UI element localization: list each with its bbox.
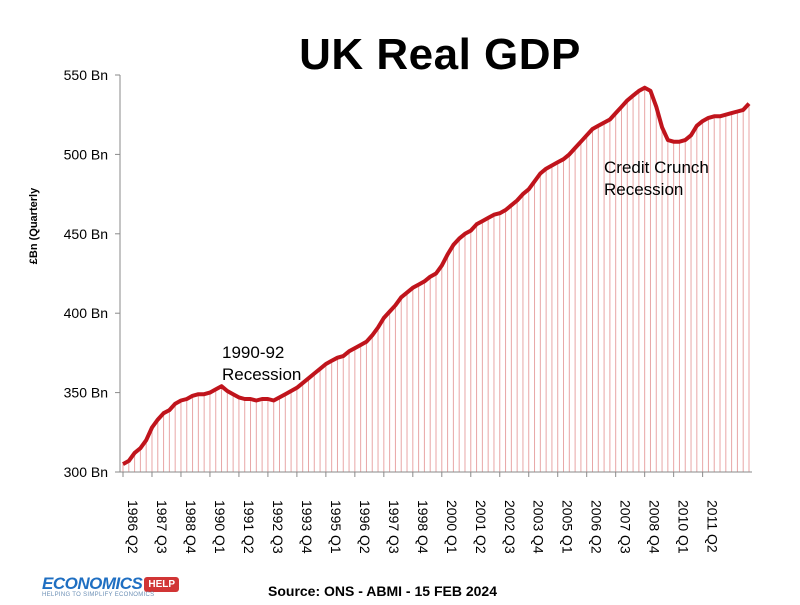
y-ticks: 300 Bn 350 Bn 400 Bn 450 Bn 500 Bn 550 Bn — [64, 67, 120, 480]
y-tick-label: 300 Bn — [64, 464, 108, 480]
annotation-line: Recession — [222, 365, 301, 384]
logo-tagline: HELPING TO SIMPLIFY ECONOMICS — [42, 592, 155, 598]
chart-title: UK Real GDP — [299, 30, 581, 79]
annotation-line: 1990-92 — [222, 343, 284, 362]
x-tick-label: 1993 Q4 — [299, 500, 315, 554]
axes — [119, 75, 752, 473]
x-tick-label: 1986 Q2 — [125, 500, 141, 554]
x-tick-label: 2011 Q2 — [705, 500, 721, 553]
x-tick-label: 1991 Q2 — [241, 500, 257, 554]
x-tick-label: 1998 Q4 — [415, 500, 431, 554]
logo-badge: HELP — [144, 577, 180, 592]
x-tick-label: 2008 Q4 — [647, 500, 663, 554]
x-tick-label: 1995 Q1 — [328, 500, 344, 554]
x-tick-label: 1988 Q4 — [183, 500, 199, 554]
y-tick-label: 350 Bn — [64, 385, 108, 401]
y-tick-label: 550 Bn — [64, 67, 108, 83]
x-tick-label: 1987 Q3 — [154, 500, 170, 554]
area-fill — [122, 87, 750, 472]
annotation-credit-crunch: Credit Crunch Recession — [604, 158, 709, 199]
economics-help-logo: ECONOMICS HELP HELPING TO SIMPLIFY ECONOM… — [42, 574, 180, 598]
x-tick-label: 2006 Q2 — [589, 500, 605, 554]
y-tick-label: 500 Bn — [64, 146, 108, 162]
x-tick-label: 2007 Q3 — [618, 500, 634, 554]
x-ticks: 1986 Q2 1987 Q3 1988 Q4 1990 Q1 1991 Q2 1992 … — [122, 472, 721, 554]
x-tick-label: 2005 Q1 — [560, 500, 576, 554]
x-tick-label: 1992 Q3 — [270, 500, 286, 554]
x-tick-label: 2000 Q1 — [444, 500, 460, 554]
annotation-line: Credit Crunch — [604, 158, 709, 177]
logo-word: ECONOMICS — [42, 574, 143, 593]
y-tick-label: 450 Bn — [64, 226, 108, 242]
x-tick-label: 2002 Q3 — [502, 500, 518, 554]
x-tick-label: 1990 Q1 — [212, 500, 228, 554]
gdp-series-line — [122, 85, 751, 466]
x-tick-label: 2001 Q2 — [473, 500, 489, 554]
x-tick-label: 2010 Q1 — [676, 500, 692, 554]
x-tick-label: 1997 Q3 — [386, 500, 402, 554]
y-tick-label: 400 Bn — [64, 305, 108, 321]
annotation-line: Recession — [604, 180, 683, 199]
source-note: Source: ONS - ABMI - 15 FEB 2024 — [268, 583, 497, 599]
x-tick-label: 1996 Q2 — [357, 500, 373, 554]
x-tick-label: 2003 Q4 — [531, 500, 547, 554]
annotation-1990-recession: 1990-92 Recession — [222, 343, 301, 384]
